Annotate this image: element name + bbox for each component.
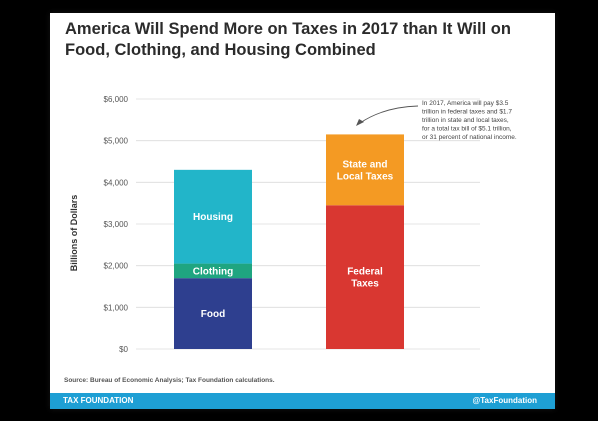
- bar-segment-food: [174, 278, 252, 349]
- bar-segment-label: Federal Taxes: [347, 267, 383, 290]
- annotation: In 2017, America will pay $3.5 trillion i…: [356, 100, 517, 141]
- bar-segment-housing: [174, 169, 252, 264]
- y-tick-label: $2,000: [104, 262, 129, 271]
- bar-segment-label: Clothing: [193, 266, 234, 277]
- y-tick-labels: $0 $1,000 $2,000 $3,000 $4,000 $5,000 $6,000: [104, 95, 129, 354]
- y-tick-label: $0: [119, 345, 128, 354]
- annotation-arrow: [359, 105, 419, 124]
- y-tick-label: $4,000: [104, 178, 129, 187]
- bar-segment-label: Food: [201, 309, 225, 320]
- y-tick-label: $6,000: [104, 95, 129, 104]
- y-tick-label: $1,000: [104, 303, 129, 312]
- y-tick-label: $5,000: [104, 137, 129, 146]
- source-note: Source: Bureau of Economic Analysis; Tax…: [64, 377, 275, 384]
- bar-segment-label: State and Local Taxes: [337, 159, 394, 182]
- footer-brand: TAX FOUNDATION: [63, 396, 134, 405]
- y-axis-label: Billions of Dollars: [69, 195, 79, 272]
- bar-segment-label: Housing: [193, 212, 233, 223]
- bars: Food Clothing Housing Federal Taxes State and…: [174, 134, 404, 349]
- chart-title: America Will Spend More on Taxes in 2017…: [65, 20, 511, 59]
- annotation-arrowhead: [356, 119, 364, 126]
- bar-segment-state-and-local-taxes: [326, 134, 404, 206]
- y-tick-label: $3,000: [104, 220, 129, 229]
- bar-segment-clothing: [174, 263, 252, 279]
- bar-segment-federal-taxes: [326, 205, 404, 349]
- annotation-text: In 2017, America will pay $3.5 trillion i…: [422, 100, 517, 141]
- chart-plot: $0 $1,000 $2,000 $3,000 $4,000 $5,000 $6,000 B…: [69, 95, 517, 354]
- footer-handle: @TaxFoundation: [472, 396, 537, 405]
- footer-bar: TAX FOUNDATION @TaxFoundation: [50, 393, 555, 409]
- chart-card: America Will Spend More on Taxes in 2017…: [50, 13, 555, 409]
